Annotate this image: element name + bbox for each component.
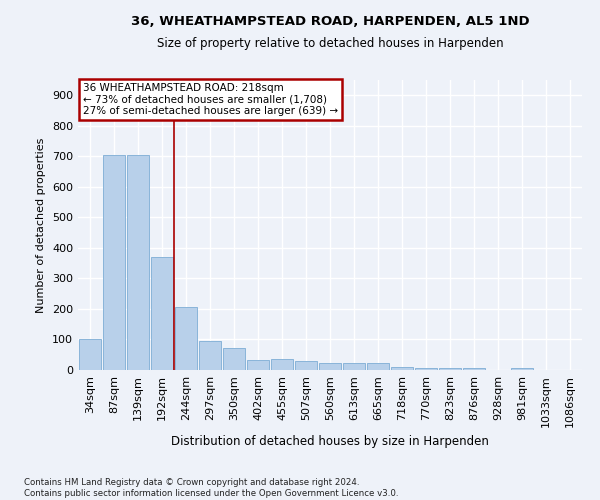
Bar <box>391 367 413 370</box>
Bar <box>295 361 317 370</box>
Bar <box>511 368 533 370</box>
Bar <box>463 368 485 370</box>
Bar <box>79 340 101 370</box>
Bar <box>127 155 149 370</box>
Y-axis label: Number of detached properties: Number of detached properties <box>37 138 46 312</box>
X-axis label: Distribution of detached houses by size in Harpenden: Distribution of detached houses by size … <box>171 435 489 448</box>
Bar <box>151 257 173 370</box>
Bar <box>367 364 389 370</box>
Bar <box>247 360 269 370</box>
Bar <box>223 348 245 370</box>
Bar <box>415 368 437 370</box>
Bar <box>271 360 293 370</box>
Text: Contains HM Land Registry data © Crown copyright and database right 2024.
Contai: Contains HM Land Registry data © Crown c… <box>24 478 398 498</box>
Bar <box>319 364 341 370</box>
Text: 36, WHEATHAMPSTEAD ROAD, HARPENDEN, AL5 1ND: 36, WHEATHAMPSTEAD ROAD, HARPENDEN, AL5 … <box>131 15 529 28</box>
Bar <box>103 155 125 370</box>
Bar <box>175 308 197 370</box>
Bar <box>199 341 221 370</box>
Bar <box>439 368 461 370</box>
Bar <box>343 364 365 370</box>
Text: 36 WHEATHAMPSTEAD ROAD: 218sqm
← 73% of detached houses are smaller (1,708)
27% : 36 WHEATHAMPSTEAD ROAD: 218sqm ← 73% of … <box>83 83 338 116</box>
Text: Size of property relative to detached houses in Harpenden: Size of property relative to detached ho… <box>157 38 503 51</box>
